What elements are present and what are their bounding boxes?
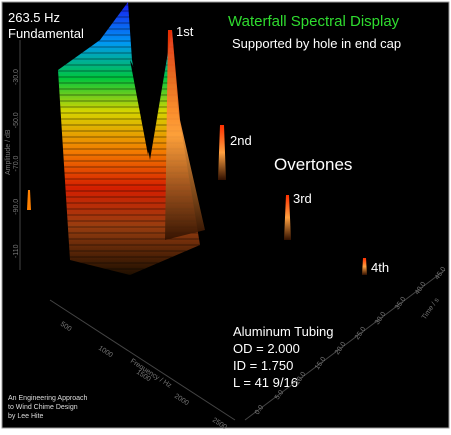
credit-line: by Lee Hite [8,413,44,420]
tick-label: -70.0 [13,155,20,171]
tick-label: -110 [13,244,20,258]
axis-label: Amplitude / dB [5,129,12,175]
credit-line: to Wind Chime Design [8,404,78,411]
fundamental-frequency: 263.5 Hz [8,10,60,25]
subtitle: Supported by hole in end cap [232,36,401,51]
peak-label: 2nd [230,133,252,148]
spec-line: Aluminum Tubing [233,324,333,339]
peak-label: 4th [371,260,389,275]
fundamental-label: Fundamental [8,26,84,41]
title: Waterfall Spectral Display [228,13,400,30]
tick-label: -30.0 [13,69,20,85]
credit-line: An Engineering Approach [8,395,87,402]
tick-label: 0.0 [254,404,265,416]
overtones-label: Overtones [274,155,352,174]
tick-label: 5.0 [274,389,285,401]
peak-label: 1st [176,24,194,39]
spec-line: OD = 2.000 [233,341,300,356]
tick-label: -50.0 [13,112,20,128]
spec-line: ID = 1.750 [233,358,293,373]
spec-line: L = 41 9/16 [233,375,298,390]
peak-label: 3rd [293,191,312,206]
waterfall-plot [27,2,367,275]
tick-label: -90.0 [13,199,20,215]
